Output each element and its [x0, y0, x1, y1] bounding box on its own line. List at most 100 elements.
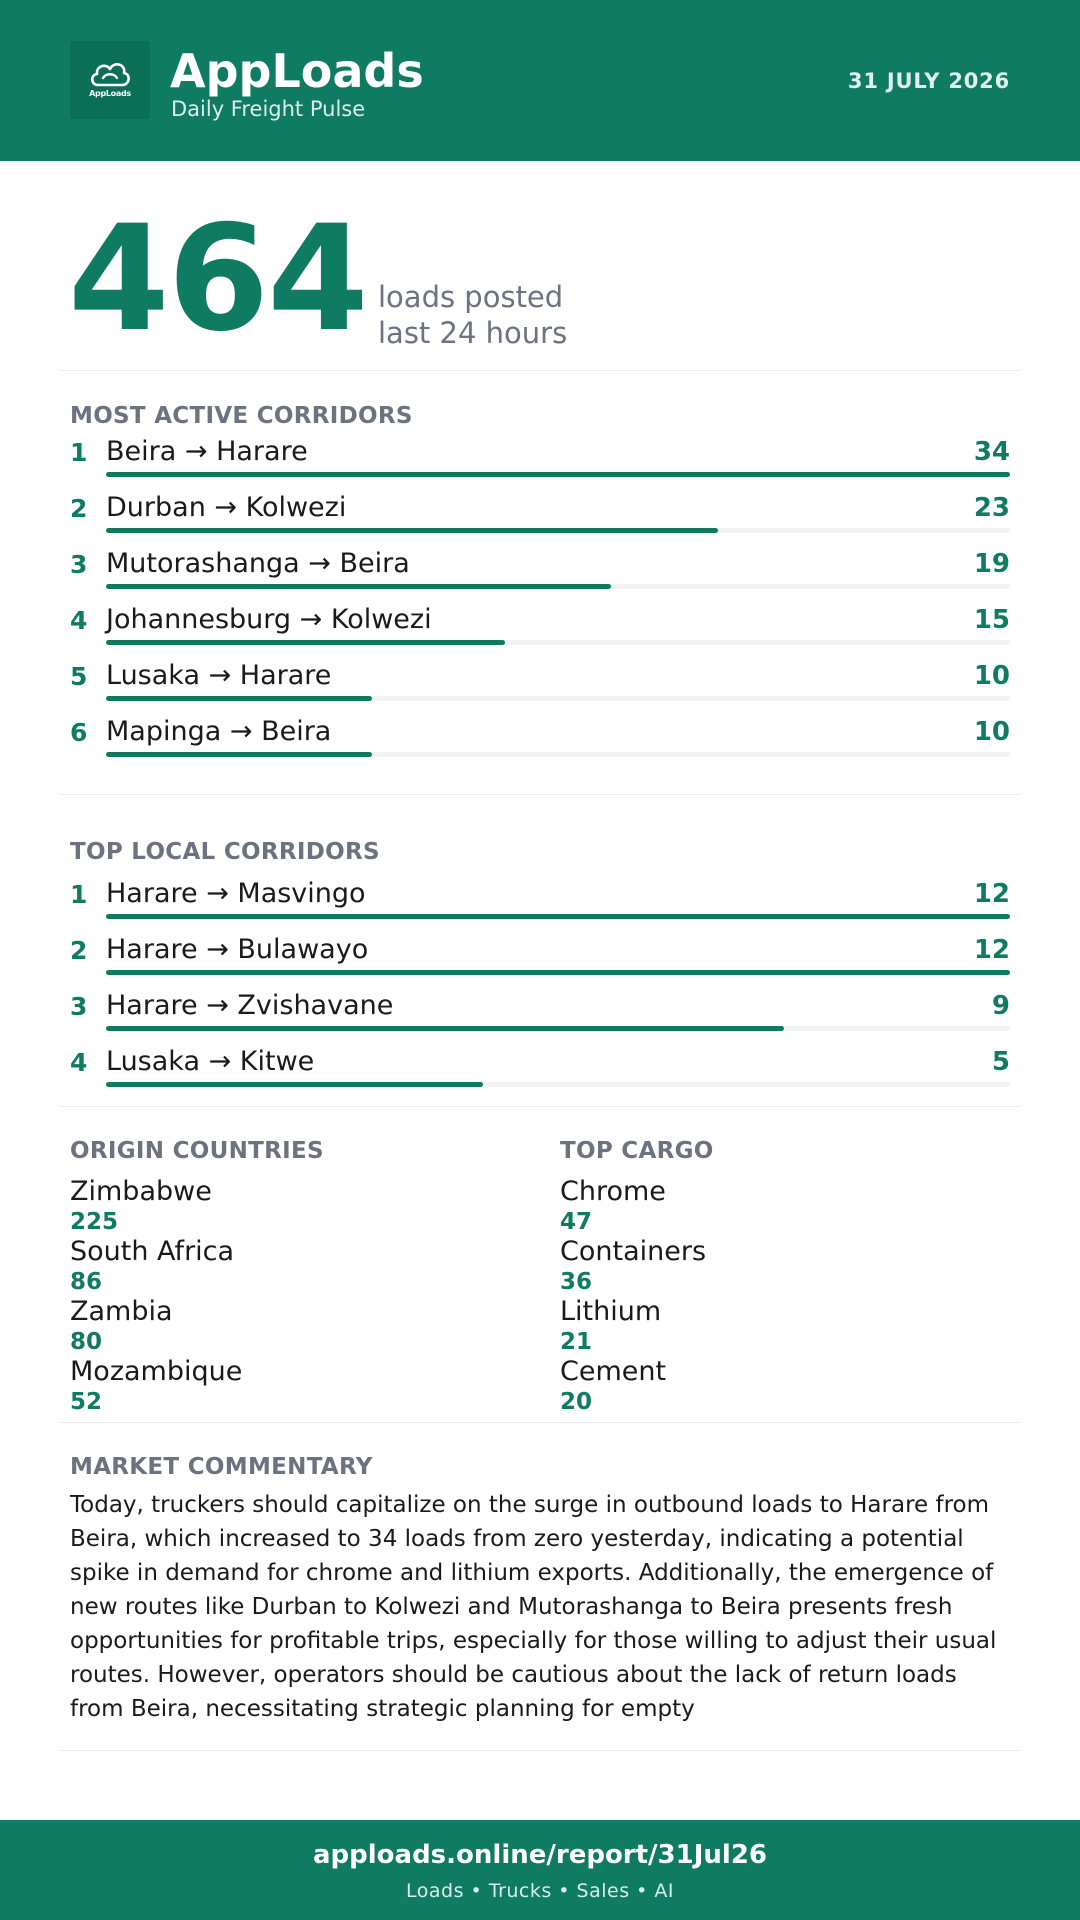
stat-value: 21 — [560, 1329, 593, 1355]
corridor-count: 5 — [991, 1047, 1010, 1077]
most-active-title: MOST ACTIVE CORRIDORS — [70, 403, 413, 429]
corridor-rank: 4 — [70, 606, 88, 635]
brand-tagline: Daily Freight Pulse — [171, 97, 366, 121]
corridor-rank: 2 — [70, 494, 88, 523]
stat-name: South Africa — [70, 1236, 235, 1267]
report-date: 31 JULY 2026 — [847, 69, 1010, 93]
report-header: AppLoads AppLoads Daily Freight Pulse 31… — [0, 0, 1080, 161]
hero-label-line2: last 24 hours — [378, 316, 568, 350]
cloud-icon — [90, 63, 130, 87]
corridor-rank: 6 — [70, 718, 88, 747]
corridor-row: 3 Harare → Zvishavane 9 — [70, 990, 1010, 1046]
corridor-row: 6 Mapinga → Beira 10 — [70, 716, 1010, 772]
corridor-bar-fill — [106, 640, 505, 645]
corridor-route: Durban → Kolwezi — [106, 492, 347, 523]
corridor-row: 2 Harare → Bulawayo 12 — [70, 934, 1010, 990]
corridor-rank: 2 — [70, 936, 88, 965]
divider — [60, 370, 1020, 371]
stat-name: Zambia — [70, 1296, 173, 1327]
corridor-rank: 3 — [70, 992, 88, 1021]
corridor-bar-fill — [106, 472, 1010, 477]
corridor-row: 4 Johannesburg → Kolwezi 15 — [70, 604, 1010, 660]
stat-name: Mozambique — [70, 1356, 243, 1387]
brand-name: AppLoads — [170, 44, 424, 98]
corridor-route: Lusaka → Harare — [106, 660, 332, 691]
corridor-route: Harare → Masvingo — [106, 878, 366, 909]
corridor-bar-track — [106, 752, 1010, 757]
corridor-bar-track — [106, 528, 1010, 533]
corridor-route: Lusaka → Kitwe — [106, 1046, 315, 1077]
corridor-bar-fill — [106, 528, 718, 533]
corridor-rank: 5 — [70, 662, 88, 691]
corridor-bar-fill — [106, 752, 372, 757]
commentary-title: MARKET COMMENTARY — [70, 1454, 373, 1480]
top-cargo: TOP CARGO Chrome 47 Containers 36 Lithium 21 C… — [560, 1140, 980, 1417]
stat-name: Zimbabwe — [70, 1176, 212, 1207]
corridor-count: 34 — [973, 437, 1010, 467]
stat-name: Chrome — [560, 1176, 666, 1207]
corridor-bar-track — [106, 914, 1010, 919]
stat-name: Containers — [560, 1236, 707, 1267]
corridor-route: Beira → Harare — [106, 436, 308, 467]
corridor-bar-fill — [106, 970, 1010, 975]
corridor-row: 4 Lusaka → Kitwe 5 — [70, 1046, 1010, 1102]
top-local-title: TOP LOCAL CORRIDORS — [70, 839, 380, 865]
corridor-count: 12 — [973, 879, 1010, 909]
corridor-route: Harare → Zvishavane — [106, 990, 394, 1021]
stat-name: Cement — [560, 1356, 667, 1387]
logo-wordmark: AppLoads — [89, 89, 131, 98]
origin-countries: ORIGIN COUNTRIES Zimbabwe 225 South Africa… — [70, 1140, 490, 1417]
corridor-bar-fill — [106, 1026, 784, 1031]
corridor-rank: 1 — [70, 880, 88, 909]
corridor-rank: 3 — [70, 550, 88, 579]
corridor-bar-fill — [106, 914, 1010, 919]
corridor-route: Mutorashanga → Beira — [106, 548, 410, 579]
commentary-text: Today, truckers should capitalize on the… — [70, 1492, 997, 1722]
loads-posted-label: loads posted last 24 hours — [378, 279, 567, 351]
corridor-bar-track — [106, 970, 1010, 975]
corridor-count: 9 — [991, 991, 1010, 1021]
cargo-list: Chrome 47 Containers 36 Lithium 21 Cement 20 — [560, 1177, 980, 1417]
loads-posted-count: 464 — [68, 194, 369, 364]
corridor-count: 15 — [973, 605, 1010, 635]
corridor-bar-track — [106, 584, 1010, 589]
report-url-link[interactable]: apploads.online/report/31Jul26 — [312, 1840, 768, 1870]
corridor-bar-track — [106, 640, 1010, 645]
divider — [60, 1106, 1020, 1107]
origin-countries-title: ORIGIN COUNTRIES — [70, 1138, 324, 1164]
stat-value: 20 — [560, 1389, 593, 1415]
origin-list: Zimbabwe 225 South Africa 86 Zambia 80 Mozambi… — [70, 1177, 490, 1417]
top-cargo-title: TOP CARGO — [560, 1138, 714, 1164]
stat-name: Lithium — [560, 1296, 662, 1327]
corridor-route: Johannesburg → Kolwezi — [106, 604, 432, 635]
corridor-row: 1 Beira → Harare 34 — [70, 436, 1010, 492]
corridor-bar-track — [106, 472, 1010, 477]
corridor-count: 19 — [973, 549, 1010, 579]
app-logo: AppLoads — [70, 41, 150, 119]
divider — [60, 1750, 1020, 1751]
corridor-bar-fill — [106, 696, 372, 701]
corridor-row: 2 Durban → Kolwezi 23 — [70, 492, 1010, 548]
corridor-bar-fill — [106, 584, 612, 589]
divider — [60, 794, 1020, 795]
corridor-bar-track — [106, 1082, 1010, 1087]
corridor-count: 10 — [973, 717, 1010, 747]
corridor-route: Mapinga → Beira — [106, 716, 332, 747]
stat-value: 80 — [70, 1329, 103, 1355]
corridor-rank: 1 — [70, 438, 88, 467]
report-footer: apploads.online/report/31Jul26 Loads • T… — [0, 1820, 1080, 1920]
footer-links: Loads • Trucks • Sales • AI — [405, 1880, 675, 1902]
corridor-row: 3 Mutorashanga → Beira 19 — [70, 548, 1010, 604]
corridor-route: Harare → Bulawayo — [106, 934, 369, 965]
corridor-bar-track — [106, 1026, 1010, 1031]
corridor-bar-track — [106, 696, 1010, 701]
stat-value: 36 — [560, 1269, 593, 1295]
corridor-row: 1 Harare → Masvingo 12 — [70, 878, 1010, 934]
hero-label-line1: loads posted — [378, 280, 564, 314]
corridor-row: 5 Lusaka → Harare 10 — [70, 660, 1010, 716]
divider — [60, 1422, 1020, 1423]
stat-value: 225 — [70, 1209, 119, 1235]
corridor-bar-fill — [106, 1082, 483, 1087]
corridor-count: 23 — [973, 493, 1010, 523]
corridor-count: 10 — [973, 661, 1010, 691]
